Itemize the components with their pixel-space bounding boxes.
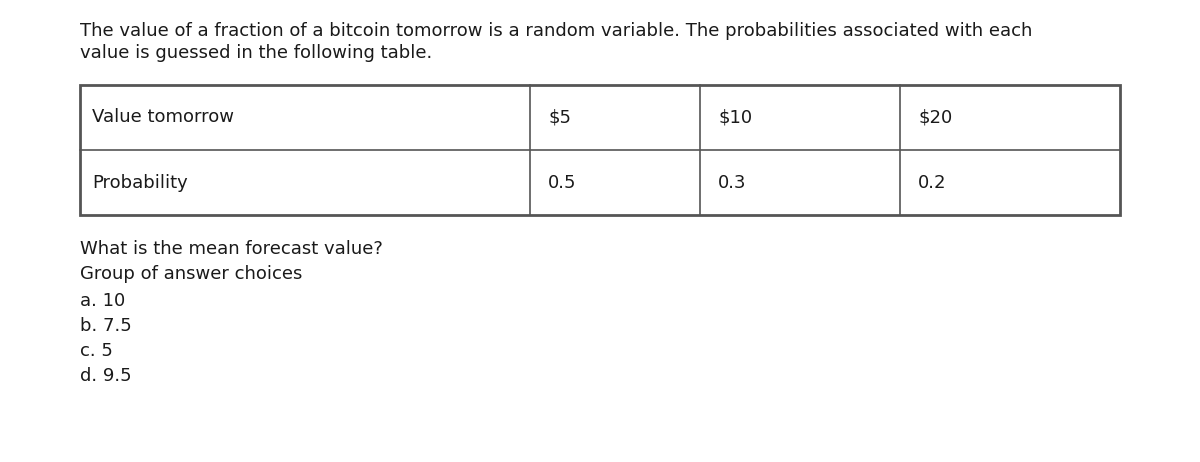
Text: c. 5: c. 5 [80, 342, 113, 360]
Text: Group of answer choices: Group of answer choices [80, 265, 302, 283]
Text: The value of a fraction of a bitcoin tomorrow is a random variable. The probabil: The value of a fraction of a bitcoin tom… [80, 22, 1032, 40]
Text: 0.5: 0.5 [548, 174, 576, 192]
Text: a. 10: a. 10 [80, 292, 125, 310]
Text: b. 7.5: b. 7.5 [80, 317, 132, 335]
Text: 0.3: 0.3 [718, 174, 746, 192]
Text: $5: $5 [548, 109, 571, 127]
Text: value is guessed in the following table.: value is guessed in the following table. [80, 44, 432, 62]
Text: d. 9.5: d. 9.5 [80, 367, 132, 385]
Text: $10: $10 [718, 109, 752, 127]
Bar [80, 85, 1120, 215]
Text: $20: $20 [918, 109, 953, 127]
Text: Value tomorrow: Value tomorrow [92, 109, 234, 127]
Text: Probability: Probability [92, 174, 187, 192]
Text: 0.2: 0.2 [918, 174, 947, 192]
Text: What is the mean forecast value?: What is the mean forecast value? [80, 240, 383, 258]
